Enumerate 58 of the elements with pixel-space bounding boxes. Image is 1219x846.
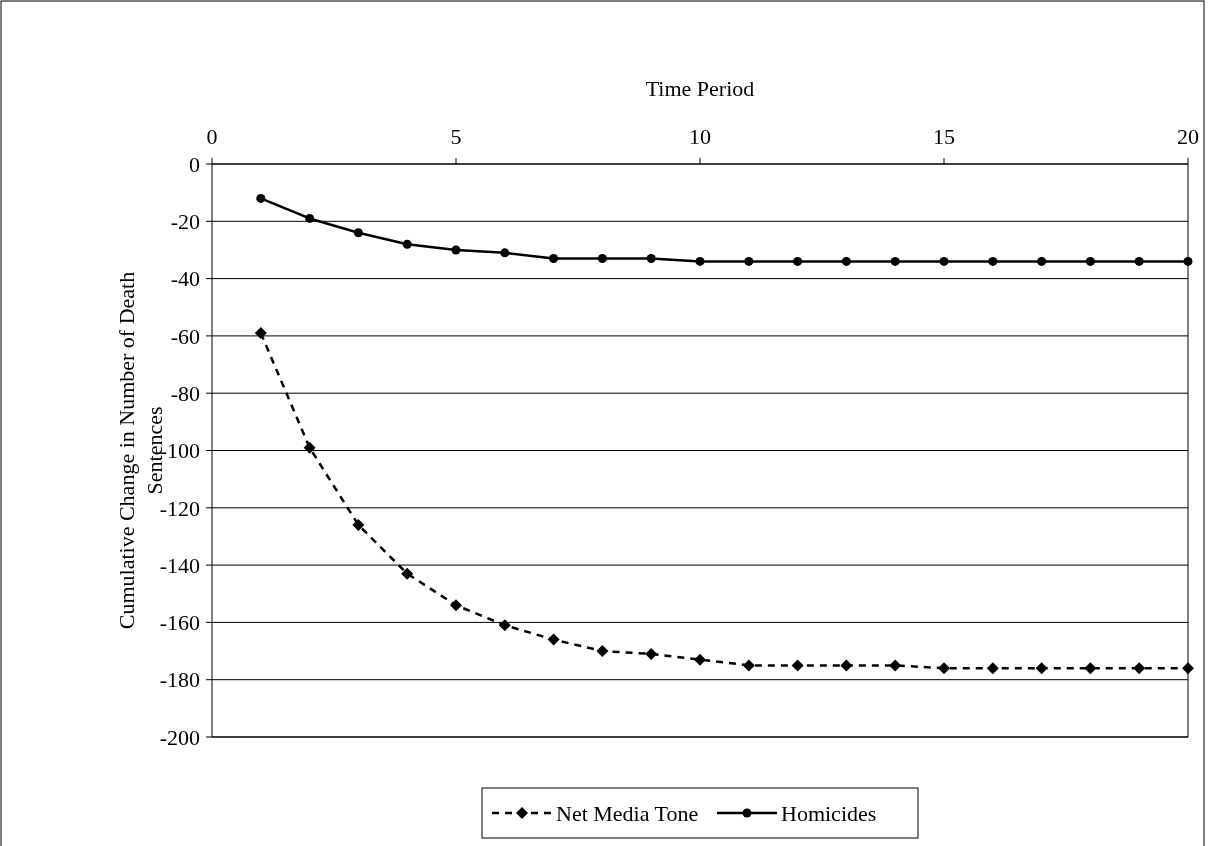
- y-tick-label: -180: [159, 667, 200, 693]
- point: [1182, 662, 1194, 675]
- y-tick-label: -120: [159, 495, 200, 521]
- point: [1133, 662, 1146, 675]
- point: [500, 248, 510, 258]
- legend-label: Net Media Tone: [556, 800, 699, 826]
- point: [1084, 662, 1097, 675]
- point: [352, 518, 365, 531]
- point: [1085, 256, 1095, 266]
- x-tick-label: 0: [206, 124, 218, 149]
- point: [498, 619, 511, 632]
- y-tick-label: -200: [159, 724, 200, 750]
- point: [938, 662, 950, 675]
- point: [450, 599, 462, 612]
- point: [890, 256, 900, 266]
- y-tick-label: -60: [170, 323, 200, 349]
- point: [1035, 662, 1048, 675]
- point: [254, 327, 267, 340]
- x-tick-label: 20: [1177, 124, 1199, 149]
- point: [791, 659, 804, 672]
- point: [402, 239, 412, 249]
- point: [694, 653, 706, 666]
- point: [793, 256, 803, 266]
- point: [1183, 256, 1193, 266]
- point: [840, 659, 853, 672]
- point: [646, 254, 656, 264]
- point: [645, 647, 658, 660]
- point: [353, 228, 363, 238]
- point: [939, 256, 949, 266]
- point: [889, 659, 902, 672]
- point: [256, 193, 266, 203]
- point: [988, 256, 998, 266]
- point: [305, 213, 315, 223]
- x-tick-label: 10: [689, 124, 711, 149]
- x-axis-title: Time Period: [645, 76, 755, 101]
- point: [742, 659, 755, 672]
- point: [597, 254, 607, 264]
- legend-label: Homicides: [781, 800, 877, 826]
- point: [451, 245, 461, 255]
- point: [1037, 256, 1047, 266]
- x-tick-label: 5: [450, 124, 462, 149]
- y-tick-label: -80: [170, 380, 200, 406]
- point: [986, 662, 999, 675]
- point: [1134, 256, 1144, 266]
- point: [841, 256, 851, 266]
- y-tick-label: -40: [170, 266, 200, 292]
- y-tick-label: -140: [159, 552, 200, 578]
- point: [596, 645, 609, 658]
- point: [549, 254, 559, 264]
- point: [401, 567, 414, 580]
- y-tick-label: -160: [159, 610, 200, 636]
- point: [744, 256, 754, 266]
- y-tick-label: 0: [189, 151, 200, 177]
- x-tick-label: 15: [933, 124, 955, 149]
- point: [695, 256, 705, 266]
- y-tick-label: -20: [170, 209, 200, 234]
- point: [547, 633, 560, 646]
- point: [303, 441, 316, 454]
